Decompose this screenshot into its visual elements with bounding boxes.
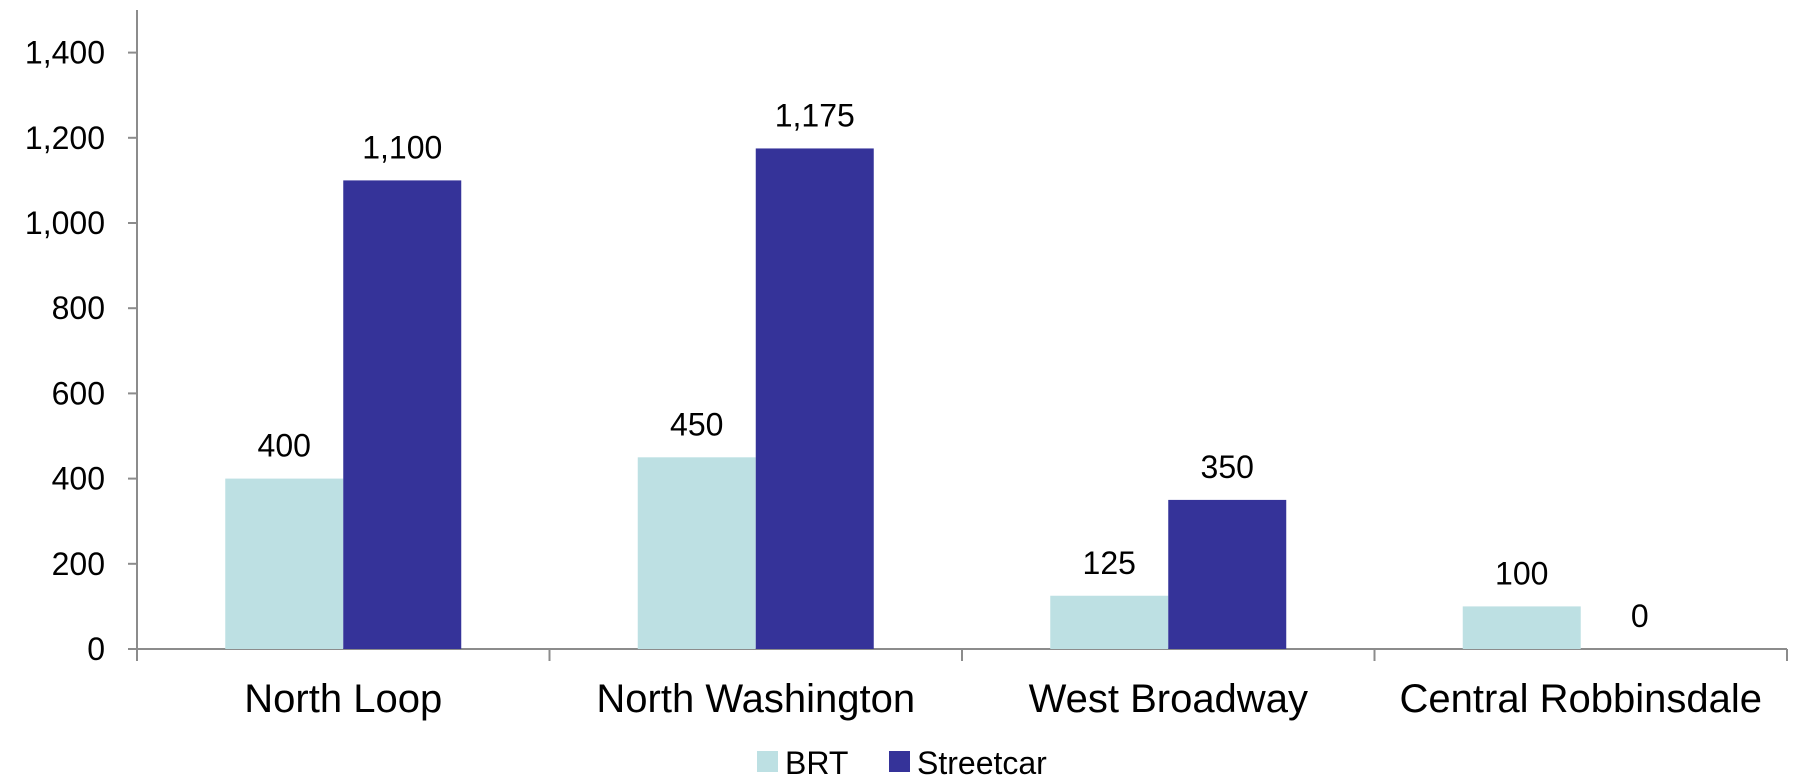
data-label-brt-1: 450	[670, 406, 723, 442]
y-tick-label: 0	[87, 631, 105, 667]
legend-label-brt: BRT	[785, 745, 848, 781]
data-label-brt-3: 100	[1495, 555, 1548, 591]
x-category-label: Central Robbinsdale	[1400, 677, 1762, 721]
data-label-streetcar-2: 350	[1201, 449, 1254, 485]
data-label-brt-0: 400	[258, 428, 311, 464]
y-axis: 0 200 400 600 800 1,000 1,200 1,400	[25, 10, 138, 667]
bar-brt-1	[637, 457, 756, 649]
x-category-label: North Loop	[244, 677, 442, 721]
y-tick-label: 1,400	[25, 35, 105, 71]
y-tick-label: 400	[52, 461, 105, 497]
y-tick-label: 1,200	[25, 120, 105, 156]
legend: BRT Streetcar	[757, 745, 1047, 781]
bar-brt-3	[1462, 606, 1581, 649]
data-label-streetcar-0: 1,100	[362, 129, 442, 165]
bars	[225, 148, 1581, 649]
data-label-streetcar-3: 0	[1631, 598, 1649, 634]
y-tick-label: 600	[52, 375, 105, 411]
bar-brt-0	[225, 478, 344, 649]
bar-streetcar-2	[1168, 499, 1287, 649]
bar-streetcar-0	[343, 180, 462, 649]
legend-swatch-brt	[757, 751, 778, 772]
y-tick-label: 200	[52, 546, 105, 582]
legend-swatch-streetcar	[889, 751, 910, 772]
data-label-streetcar-1: 1,175	[775, 97, 855, 133]
data-labels: 400 450 125 100 1,100 1,175 350 0	[258, 97, 1649, 634]
x-axis: North Loop North Washington West Broadway C…	[136, 648, 1788, 721]
x-category-label: North Washington	[596, 677, 915, 721]
legend-label-streetcar: Streetcar	[917, 745, 1047, 781]
bar-streetcar-1	[755, 148, 874, 649]
x-category-label: West Broadway	[1029, 677, 1308, 721]
bar-brt-2	[1050, 595, 1169, 649]
data-label-brt-2: 125	[1083, 545, 1136, 581]
y-tick-label: 800	[52, 290, 105, 326]
y-tick-label: 1,000	[25, 205, 105, 241]
